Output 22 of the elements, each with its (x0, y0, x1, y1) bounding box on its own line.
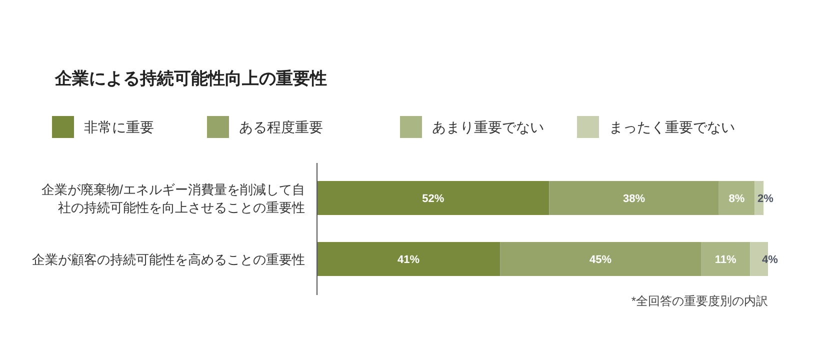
legend-label: あまり重要でない (432, 119, 544, 135)
legend-label: まったく重要でない (609, 119, 735, 135)
bar (549, 181, 719, 215)
data-label: 8% (728, 193, 745, 205)
data-label: 41% (398, 254, 420, 266)
data-label: 45% (590, 254, 612, 266)
data-label: 4% (762, 254, 778, 266)
data-label: 52% (422, 193, 444, 205)
legend-label: ある程度重要 (239, 119, 323, 135)
data-label: 38% (623, 193, 646, 205)
bar (701, 242, 750, 276)
y-tick-label: 企業が廃棄物/エネルギー消費量を削減して自社の持続可能性を向上させることの重要性 (41, 182, 305, 215)
chart-title: 企業による持続可能性向上の重要性 (54, 69, 327, 88)
bar (500, 242, 702, 276)
bar (317, 181, 550, 215)
data-label: 2% (758, 193, 774, 205)
y-tick-label: 企業が顧客の持続可能性を高めることの重要性 (32, 252, 305, 267)
bar (317, 242, 500, 276)
legend-label: 非常に重要 (84, 119, 154, 135)
bar (718, 181, 755, 215)
data-label: 11% (714, 254, 736, 266)
annotation: *全回答の重要度別の内訳 (631, 294, 768, 308)
